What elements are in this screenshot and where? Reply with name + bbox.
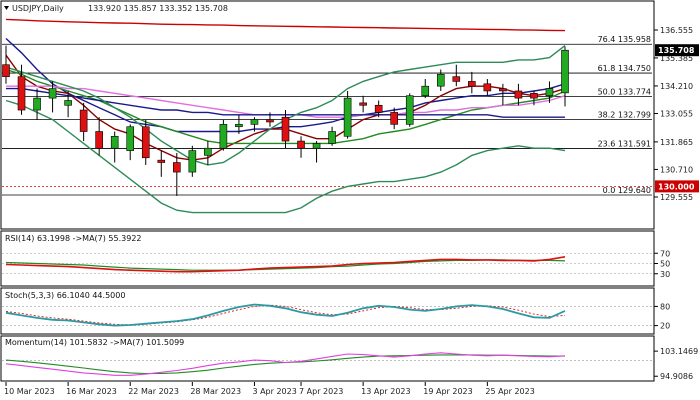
candle-bearish: [374, 104, 383, 113]
last-price-tag: [655, 44, 699, 57]
overlay-line-6: [5, 99, 566, 214]
price-tick-label: 130.710: [660, 165, 693, 174]
candle-bearish: [499, 88, 507, 92]
candle-bearish: [95, 131, 103, 149]
candle-bullish: [33, 97, 41, 111]
momentum-label: Momentum(14) 101.5832 ->MA(7) 101.5099: [5, 338, 184, 347]
stoch-label: Stoch(5,3,3) 66.1040 44.5000: [5, 291, 125, 300]
chart-header: USDJPY,Daily 133.920 135.857 133.352 135…: [4, 4, 228, 13]
stoch-tick-label: 20: [660, 322, 670, 331]
fib-level-label: 50.0 133.774: [598, 87, 651, 96]
price-tick-label: 135.385: [660, 54, 693, 63]
time-tick-label: 7 Apr 2023: [299, 387, 343, 396]
momentum-tick-label: 94.9086: [660, 372, 693, 381]
momentum-pane-frame: [0, 335, 655, 382]
candle-bearish: [468, 81, 476, 87]
candle-bullish: [312, 143, 321, 149]
ohlc-label: 133.920 135.857 133.352 135.708: [88, 4, 228, 13]
rsi-tick-label: 50: [660, 260, 670, 269]
candle-bullish: [545, 88, 554, 97]
symbol-dropdown-icon: [4, 6, 9, 10]
candle-bullish: [235, 124, 243, 128]
candle-bearish: [141, 126, 150, 159]
rsi-tick-label: 70: [660, 249, 670, 258]
candle-bullish: [110, 135, 119, 149]
candle-bearish: [266, 119, 274, 123]
price-tick-label: 136.555: [660, 26, 693, 35]
candle-bearish: [173, 162, 181, 173]
time-tick-label: 28 Mar 2023: [190, 387, 241, 396]
candlesticks: [2, 45, 569, 196]
candle-bearish: [483, 83, 492, 92]
time-tick-label: 22 Mar 2023: [128, 387, 179, 396]
candle-bullish: [64, 100, 72, 106]
candle-bearish: [514, 90, 523, 99]
price-tick-label: 131.865: [660, 138, 693, 147]
candle-bullish: [421, 85, 430, 97]
support-price-tag: [655, 180, 699, 193]
rsi-label: RSI(14) 63.1998 ->MA(7) 55.3922: [5, 234, 142, 243]
price-tick-label: 134.210: [660, 82, 693, 91]
stoch-main-line: [5, 303, 566, 327]
rsi-pane-frame: [0, 230, 655, 287]
candle-bullish: [250, 119, 259, 125]
time-tick-label: 3 Apr 2023: [252, 387, 296, 396]
candle-bearish: [2, 64, 10, 77]
candle-bullish: [561, 49, 569, 94]
rsi-value-line: [5, 256, 566, 273]
candle-bullish: [188, 150, 197, 173]
time-tick-label: 10 Mar 2023: [4, 387, 55, 396]
candle-bearish: [452, 76, 461, 82]
price-pane-frame: [0, 0, 655, 230]
momentum-value-line: [5, 352, 566, 376]
fibonacci-levels: 76.4 135.958 61.8 134.750 50.0 133.774 38.2…: [2, 35, 652, 196]
fib-level-label: 23.6 131.591: [598, 139, 651, 148]
candle-bullish: [436, 73, 445, 87]
candle-bearish: [281, 116, 290, 142]
stoch-signal-line: [5, 304, 566, 326]
overlay-line-7: [5, 18, 566, 32]
time-tick-label: 16 Mar 2023: [66, 387, 117, 396]
fib-level-label: 76.4 135.958: [598, 35, 651, 44]
candle-bullish: [328, 131, 336, 144]
support-price-label: 130.000: [658, 182, 695, 191]
symbol-label: USDJPY,Daily: [12, 4, 64, 13]
momentum-tick-label: 103.1469: [660, 347, 698, 356]
time-axis: 10 Mar 2023 16 Mar 2023 22 Mar 2023 28 Mar …: [4, 382, 535, 396]
candle-bullish: [48, 88, 57, 99]
stoch-tick-label: 80: [660, 302, 670, 311]
fib-level-label: 0.0 129.640: [603, 186, 651, 195]
price-axis: 136.555 135.385 134.210 133.055 131.865 130.7…: [654, 26, 699, 202]
rsi-tick-label: 30: [660, 270, 670, 279]
price-tick-label: 133.055: [660, 110, 693, 119]
candle-bullish: [126, 126, 135, 151]
fib-level-label: 61.8 134.750: [598, 64, 651, 73]
candle-bearish: [157, 159, 166, 163]
time-tick-label: 19 Apr 2023: [423, 387, 472, 396]
time-tick-label: 13 Apr 2023: [361, 387, 410, 396]
price-tick-label: 129.555: [660, 193, 693, 202]
candle-bullish: [405, 95, 414, 125]
candle-bearish: [79, 109, 88, 132]
candle-bearish: [359, 102, 367, 106]
candle-bullish: [219, 124, 228, 149]
candle-bearish: [390, 112, 398, 125]
candle-bearish: [17, 76, 26, 111]
time-tick-label: 25 Apr 2023: [485, 387, 534, 396]
stoch-pane-frame: [0, 287, 655, 335]
candle-bullish: [343, 97, 352, 137]
last-price-label: 135.708: [658, 46, 695, 55]
candle-bullish: [204, 147, 212, 156]
candle-bearish: [530, 93, 538, 99]
fib-level-label: 38.2 132.799: [598, 111, 651, 120]
candle-bearish: [297, 140, 305, 149]
